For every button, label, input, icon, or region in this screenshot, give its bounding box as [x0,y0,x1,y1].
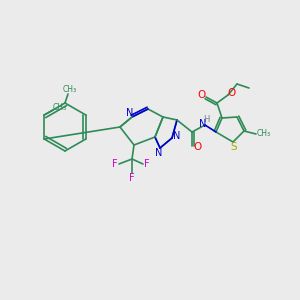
Text: H: H [203,115,209,124]
Text: CH₃: CH₃ [52,103,66,112]
Text: O: O [228,88,236,98]
Text: F: F [112,159,118,169]
Text: N: N [126,108,134,118]
Text: N: N [173,131,181,141]
Text: S: S [231,142,237,152]
Text: CH₃: CH₃ [63,85,77,94]
Text: F: F [144,159,150,169]
Text: N: N [155,148,163,158]
Text: O: O [193,142,201,152]
Text: F: F [129,173,135,183]
Text: O: O [197,90,205,100]
Text: N: N [199,119,207,129]
Text: CH₃: CH₃ [257,130,271,139]
